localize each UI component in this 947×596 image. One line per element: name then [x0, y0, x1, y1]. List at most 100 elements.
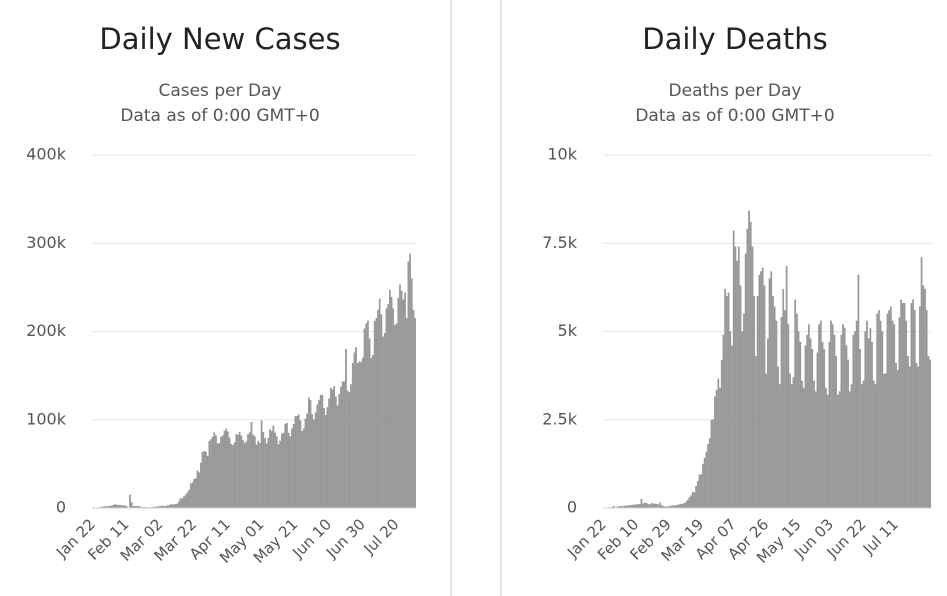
bar — [328, 398, 330, 509]
bar — [269, 429, 271, 509]
bar — [173, 504, 175, 509]
bar — [837, 394, 839, 509]
bar — [348, 392, 351, 509]
y-tick-label: 2.5k — [542, 409, 577, 428]
bar — [830, 320, 832, 509]
bar — [655, 504, 658, 509]
bar — [304, 418, 307, 509]
bar — [228, 437, 231, 509]
bar — [855, 320, 858, 509]
bar — [367, 320, 369, 509]
bar — [850, 384, 853, 509]
bar — [200, 462, 202, 509]
bar — [729, 331, 732, 509]
bar — [333, 386, 335, 509]
bar — [289, 436, 292, 509]
bar — [640, 498, 643, 509]
bar — [690, 495, 692, 509]
bar — [395, 323, 398, 509]
bar — [768, 278, 771, 509]
bar — [691, 491, 694, 509]
bar — [828, 341, 831, 509]
bar — [178, 501, 180, 509]
bar — [722, 334, 725, 509]
bar — [657, 504, 660, 509]
bar — [710, 419, 713, 509]
bar — [353, 352, 356, 509]
bar — [225, 428, 227, 509]
bar — [313, 419, 315, 509]
bar — [813, 380, 815, 509]
bar — [679, 503, 682, 509]
bar — [736, 260, 738, 509]
bar — [270, 431, 273, 509]
bar — [652, 503, 655, 509]
bar — [343, 381, 346, 509]
bar — [814, 391, 817, 509]
bar — [363, 328, 366, 509]
bar — [176, 503, 179, 509]
bar — [929, 359, 931, 509]
bar — [734, 246, 737, 509]
bar — [191, 482, 194, 509]
bar — [292, 424, 295, 509]
bar — [390, 296, 393, 509]
bar — [847, 359, 849, 509]
bar — [881, 331, 884, 509]
bar — [220, 436, 222, 509]
bar — [913, 310, 916, 509]
bar — [281, 433, 283, 509]
chart-subtitle: Deaths per Day — [669, 81, 802, 101]
bar — [785, 266, 788, 509]
bar — [370, 357, 373, 509]
bar — [193, 479, 195, 509]
bar — [688, 497, 691, 509]
bar — [717, 378, 720, 509]
bar — [215, 435, 217, 509]
bar — [878, 310, 880, 509]
y-tick-label: 10k — [547, 145, 577, 164]
bar — [685, 502, 687, 509]
bar — [368, 338, 371, 509]
bar — [831, 324, 834, 509]
bar — [890, 306, 892, 509]
bar — [912, 299, 914, 509]
bar — [849, 391, 851, 509]
bar — [275, 436, 278, 509]
bar — [922, 285, 925, 509]
bar — [255, 444, 258, 509]
bar — [259, 443, 261, 509]
bar — [645, 502, 648, 509]
bar — [756, 296, 759, 509]
bar — [840, 334, 843, 509]
bar — [341, 381, 344, 509]
bar — [240, 435, 243, 509]
bar — [751, 246, 754, 509]
bar — [201, 452, 204, 509]
bar — [227, 431, 229, 509]
bar — [910, 303, 913, 509]
bar — [637, 504, 639, 509]
bar — [301, 431, 303, 509]
bar — [194, 478, 197, 509]
bar — [789, 373, 791, 509]
bar — [267, 438, 270, 509]
bar — [380, 314, 383, 509]
bar — [808, 324, 810, 509]
bar — [649, 504, 651, 509]
bar — [306, 413, 308, 509]
bar — [703, 458, 706, 509]
bar — [898, 317, 901, 509]
bar — [749, 221, 752, 509]
bar — [876, 313, 879, 509]
bar — [896, 370, 899, 509]
bar — [316, 404, 319, 509]
bar — [925, 310, 928, 509]
bar — [232, 445, 234, 509]
bar — [385, 308, 388, 509]
bar — [238, 432, 241, 509]
bar — [811, 348, 814, 509]
bar — [705, 451, 708, 509]
bar — [230, 444, 233, 509]
